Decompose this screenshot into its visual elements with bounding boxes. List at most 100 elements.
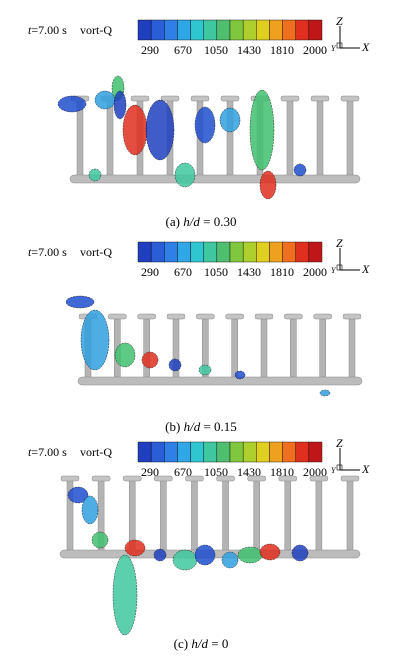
colorbar-band	[150, 19, 165, 41]
vortex-structure	[153, 548, 167, 562]
colorbar-tick-label: 1810	[270, 265, 294, 279]
axis-y-label: Y	[331, 266, 337, 275]
column	[348, 317, 356, 381]
colorbar-tick-label: 2000	[303, 265, 327, 279]
column-cap	[254, 313, 274, 320]
colorbar-tick-label: 1050	[204, 465, 228, 479]
column-cap	[60, 475, 80, 482]
colorbar-band	[242, 241, 257, 263]
time-value: =7.00 s	[31, 445, 67, 459]
legend-title: vort-Q	[80, 23, 112, 37]
legend-title: vort-Q	[80, 445, 112, 459]
colorbar-band	[295, 19, 310, 41]
colorbar-tick-label: 1050	[204, 265, 228, 279]
colorbar-tick-label: 2000	[303, 43, 327, 57]
axis-z-label: Z	[336, 14, 343, 28]
time-value: =7.00 s	[31, 245, 67, 259]
colorbar-band	[177, 441, 191, 463]
column-cap	[284, 313, 303, 320]
caption-label: (c)	[174, 636, 188, 651]
time-value: =7.00 s	[31, 23, 67, 37]
column-cap	[309, 475, 329, 482]
colorbar-band	[282, 19, 296, 41]
vortex-structure	[259, 543, 281, 561]
axis-box	[336, 42, 343, 49]
caption-param: h/d	[183, 214, 200, 229]
column-cap	[310, 95, 330, 102]
column-cap	[166, 313, 186, 320]
colorbar-band	[177, 19, 191, 41]
column-cap	[108, 313, 127, 320]
colorbar-band	[256, 19, 270, 41]
colorbar-tick-label: 1430	[237, 43, 261, 57]
axis-x-label: X	[361, 262, 370, 276]
vortex-structure	[174, 162, 196, 188]
column	[346, 479, 354, 554]
column	[253, 479, 260, 554]
colorbar-band	[137, 441, 152, 463]
colorbar-band	[216, 241, 231, 263]
column-cap	[313, 313, 332, 320]
column	[231, 317, 238, 381]
caption: (c) h/d = 0	[174, 636, 229, 651]
column	[143, 317, 150, 381]
colorbar-band	[269, 19, 283, 41]
column-cap	[280, 95, 300, 102]
colorbar-band	[190, 241, 204, 263]
colorbar-band	[216, 19, 231, 41]
time-variable: t	[28, 245, 32, 259]
vortex-structure	[198, 364, 212, 376]
column-cap	[154, 475, 173, 482]
column-cap	[190, 95, 210, 102]
vortex-structure	[319, 389, 331, 397]
axis-z-label: Z	[336, 436, 343, 450]
column-cap	[225, 313, 244, 320]
axis-box	[336, 464, 343, 471]
colorbar-tick-label: 1050	[204, 43, 228, 57]
axis-x-label: X	[361, 40, 370, 54]
vortex-structure	[194, 544, 216, 566]
vortex-structure	[234, 370, 246, 380]
colorbar-band	[256, 441, 270, 463]
colorbar-band	[269, 441, 283, 463]
vortex-structure	[249, 89, 275, 171]
colorbar-band	[308, 19, 323, 41]
colorbar-band	[203, 441, 218, 463]
caption-param: h/d	[184, 419, 201, 434]
column	[260, 317, 268, 381]
column-cap	[160, 95, 180, 102]
vortex-structure	[124, 539, 146, 557]
colorbar-band	[150, 441, 165, 463]
caption-value: = 0	[211, 636, 228, 651]
colorbar-band	[242, 441, 257, 463]
colorbar-band	[269, 241, 283, 263]
column-cap	[342, 313, 362, 320]
vortex-structure	[221, 551, 239, 569]
colorbar-band	[203, 19, 218, 41]
colorbar-band	[308, 241, 323, 263]
vortex-structure	[237, 546, 263, 564]
column	[346, 99, 354, 179]
colorbar-tick-label: 670	[174, 265, 192, 279]
legend-title: vort-Q	[80, 245, 112, 259]
vortex-structure	[145, 99, 175, 161]
colorbar-band	[137, 19, 152, 41]
column-cap	[122, 475, 142, 482]
colorbar-tick-label: 670	[174, 43, 192, 57]
colorbar-band	[308, 441, 323, 463]
vortex-structure	[194, 106, 216, 144]
colorbar-tick-label: 1810	[270, 465, 294, 479]
colorbar-band	[242, 19, 257, 41]
vortex-structure	[122, 104, 148, 156]
colorbar-band	[137, 241, 152, 263]
column	[315, 479, 323, 554]
colorbar-band	[229, 441, 244, 463]
colorbar-band	[190, 441, 204, 463]
vortex-structure	[67, 486, 89, 504]
axis-z-label: Z	[336, 236, 343, 250]
column	[191, 479, 198, 554]
time-label: t=7.00 s	[28, 245, 67, 259]
panel: t=7.00 s vort-Q 290 670 1050 1430 1810 2000 Z Y X (…	[28, 14, 370, 229]
panel: t=7.00 s vort-Q 290 670 1050 1430 1810 2000 Z Y X (…	[28, 236, 370, 434]
